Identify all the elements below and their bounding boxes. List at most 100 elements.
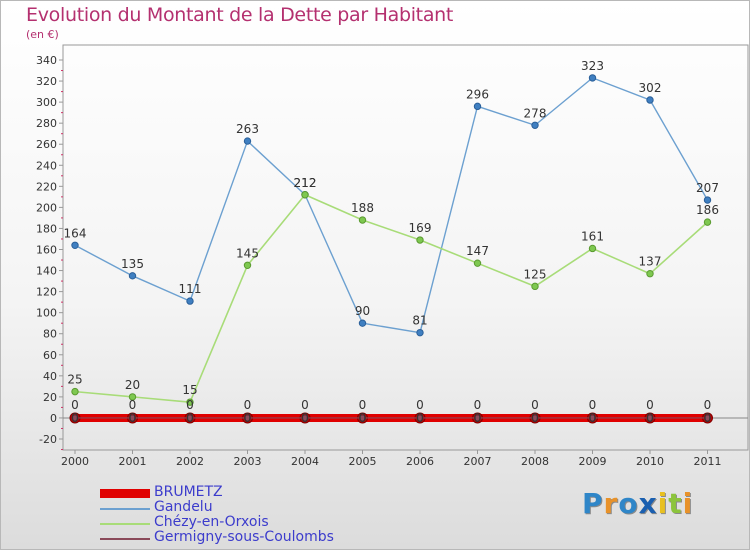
- logo-letter: t: [668, 487, 683, 520]
- x-tick-label: 2002: [176, 455, 204, 468]
- data-label-chezy: 20: [125, 378, 140, 392]
- data-label-germigny: 0: [71, 411, 79, 425]
- data-point-germigny: [244, 414, 251, 422]
- y-tick-label: 340: [36, 54, 57, 67]
- data-point-chezy: [703, 218, 712, 226]
- data-point-chezy: [243, 261, 252, 269]
- data-label-brumetz: 0: [704, 398, 712, 412]
- data-point-chezy: [473, 259, 482, 267]
- data-label-germigny: 0: [704, 411, 712, 425]
- data-label-germigny: 0: [129, 411, 137, 425]
- logo-letter: i: [682, 487, 694, 520]
- data-label-brumetz: 0: [301, 398, 309, 412]
- x-tick-label: 2009: [579, 455, 607, 468]
- legend-swatch-germigny: [100, 538, 150, 540]
- series-line-gandelu: [74, 77, 709, 334]
- data-label-chezy: 125: [524, 267, 547, 281]
- data-point-gandelu: [473, 102, 482, 111]
- data-point-gandelu: [71, 241, 79, 249]
- legend-label-germigny: Germigny-sous-Coulombs: [154, 529, 334, 545]
- chart-subtitle: (en €): [26, 28, 59, 41]
- data-label-chezy: 137: [639, 255, 662, 269]
- data-label-gandelu: 111: [179, 282, 202, 296]
- data-point-chezy: [588, 244, 597, 253]
- y-tick-label: 220: [36, 180, 57, 193]
- legend-label-brumetz: BRUMETZ: [154, 484, 223, 500]
- logo-letter: P: [582, 487, 604, 520]
- data-label-brumetz: 0: [646, 398, 654, 412]
- data-label-gandelu: 207: [696, 181, 719, 195]
- data-label-gandelu: 81: [412, 314, 427, 328]
- data-label-chezy: 186: [696, 203, 719, 217]
- y-tick-label: 300: [36, 96, 57, 109]
- data-label-gandelu: 323: [581, 59, 604, 73]
- x-tick-label: 2000: [61, 455, 89, 468]
- y-tick-label: 180: [36, 222, 57, 235]
- data-label-germigny: 0: [416, 411, 424, 425]
- data-label-gandelu: 263: [236, 122, 259, 136]
- data-point-gandelu: [358, 319, 367, 327]
- legend-swatch-chezy: [100, 523, 150, 525]
- x-tick-label: 2003: [234, 455, 262, 468]
- data-label-gandelu: 212: [294, 176, 317, 190]
- legend-label-gandelu: Gandelu: [154, 499, 213, 515]
- data-point-germigny: [186, 414, 194, 422]
- x-tick-label: 2010: [636, 455, 664, 468]
- data-point-chezy: [646, 270, 654, 278]
- data-point-chezy: [186, 398, 194, 406]
- data-point-gandelu: [243, 137, 252, 145]
- data-label-chezy: 188: [351, 201, 374, 215]
- y-tick-label: 280: [36, 117, 57, 130]
- data-point-germigny: [704, 414, 711, 422]
- data-label-chezy: 161: [581, 229, 604, 243]
- y-tick-label: 80: [43, 328, 57, 341]
- data-label-gandelu: 296: [466, 87, 489, 101]
- x-tick-label: 2005: [349, 455, 377, 468]
- y-tick-label: 20: [43, 391, 57, 404]
- data-point-germigny: [416, 414, 424, 422]
- data-label-brumetz: 0: [531, 398, 539, 412]
- data-point-chezy: [358, 216, 367, 224]
- data-label-germigny: 0: [474, 411, 482, 425]
- y-tick-label: 120: [36, 286, 57, 299]
- data-point-germigny: [589, 414, 596, 422]
- y-tick-label: 260: [36, 138, 57, 151]
- data-label-germigny: 0: [244, 411, 252, 425]
- data-label-brumetz: 0: [244, 398, 252, 412]
- data-label-brumetz: 0: [186, 398, 194, 412]
- data-point-chezy: [531, 282, 539, 291]
- y-tick-label: 160: [36, 244, 57, 257]
- data-point-germigny: [129, 414, 136, 422]
- logo-letter: r: [603, 487, 619, 520]
- y-tick-label: -20: [39, 433, 57, 446]
- data-point-germigny: [359, 414, 366, 422]
- data-label-chezy: 15: [182, 383, 197, 397]
- y-tick-label: 60: [43, 349, 57, 362]
- data-point-chezy: [71, 387, 79, 396]
- x-tick-label: 2001: [119, 455, 147, 468]
- data-label-germigny: 0: [531, 411, 539, 425]
- data-point-germigny: [71, 414, 79, 422]
- x-tick-label: 2006: [406, 455, 434, 468]
- data-point-germigny: [531, 414, 539, 422]
- data-label-brumetz: 0: [129, 398, 137, 412]
- data-label-brumetz: 0: [416, 398, 424, 412]
- data-label-brumetz: 0: [589, 398, 597, 412]
- data-label-germigny: 0: [359, 411, 367, 425]
- data-label-germigny: 0: [589, 411, 597, 425]
- proxiti-logo: Proxiti: [582, 487, 693, 520]
- data-point-chezy: [416, 236, 424, 244]
- data-point-gandelu: [531, 121, 539, 129]
- legend-swatch-brumetz: [100, 489, 150, 498]
- data-label-gandelu: 90: [355, 304, 370, 318]
- plot-area: [62, 44, 749, 451]
- data-label-brumetz: 0: [474, 398, 482, 412]
- data-label-chezy: 145: [236, 246, 259, 260]
- legend-swatch-gandelu: [100, 508, 150, 510]
- data-point-gandelu: [186, 297, 194, 305]
- data-point-germigny: [474, 414, 481, 422]
- data-label-germigny: 0: [186, 411, 194, 425]
- x-tick-label: 2011: [694, 455, 722, 468]
- chart-title: Evolution du Montant de la Dette par Hab…: [26, 4, 454, 26]
